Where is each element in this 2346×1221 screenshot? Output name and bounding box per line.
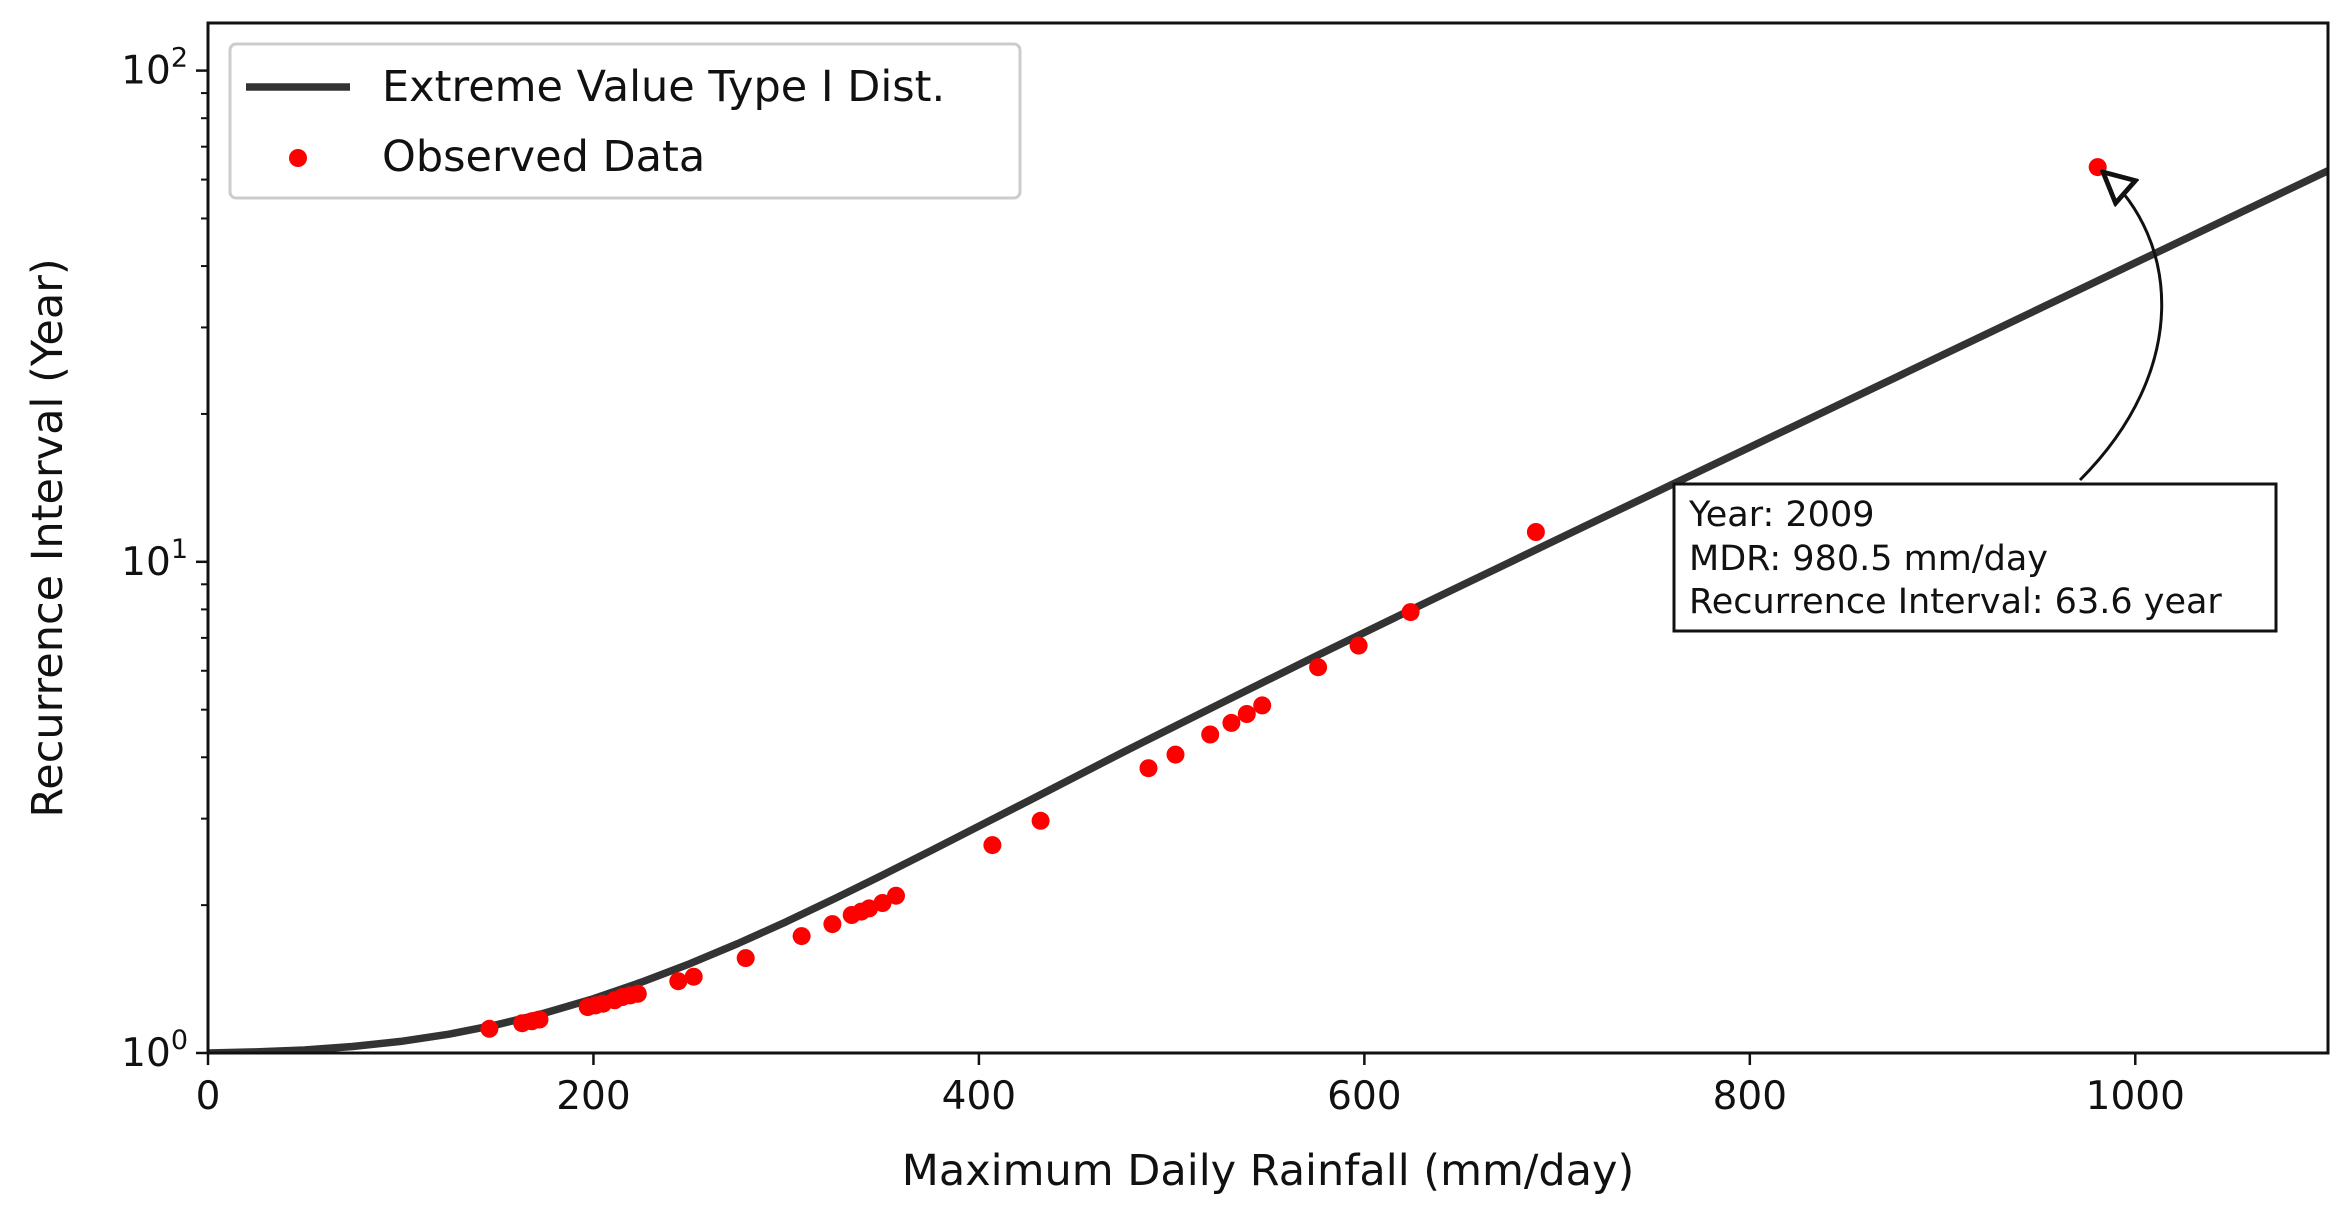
data-point (1526, 523, 1545, 541)
data-point (669, 972, 688, 991)
data-point (684, 967, 703, 986)
data-point (823, 915, 842, 934)
annotation: Year: 2009 MDR: 980.5 mm/day Recurrence … (1672, 172, 2278, 633)
legend-marker-swatch (289, 149, 307, 167)
data-point (1201, 725, 1220, 744)
data-point (887, 886, 905, 905)
legend: Extreme Value Type I Dist. Observed Data (228, 42, 1022, 200)
data-point (1401, 603, 1420, 622)
data-point (1139, 759, 1158, 778)
legend-label-observed: Observed Data (382, 132, 705, 182)
annotation-year: Year: 2009 (1688, 495, 1874, 535)
annotation-box (1672, 482, 2278, 633)
x-axis-label: Maximum Daily Rainfall (mm/day) (902, 1146, 1634, 1196)
data-point (1253, 696, 1272, 715)
y-tick-label: 102 (121, 43, 188, 94)
legend-label-fit: Extreme Value Type I Dist. (382, 62, 945, 112)
annotation-recurrence: Recurrence Interval: 63.6 year (1689, 582, 2222, 622)
data-point (1349, 636, 1368, 655)
x-tick-label: 200 (556, 1074, 630, 1119)
data-point (1166, 745, 1185, 764)
y-tick-label: 101 (121, 534, 188, 585)
x-tick-label: 600 (1327, 1074, 1401, 1119)
data-point (873, 894, 892, 912)
y-tick-label: 100 (121, 1025, 188, 1076)
y-axis-ticks: 100 101 102 (121, 43, 208, 1076)
x-tick-label: 400 (942, 1074, 1016, 1119)
data-point (983, 836, 1002, 855)
plot-frame (206, 21, 2330, 1055)
observed-points (480, 158, 2107, 1038)
data-point (1309, 658, 1328, 677)
data-point (1031, 811, 1050, 830)
data-point (792, 927, 811, 946)
legend-box (228, 42, 1022, 200)
data-point (1222, 713, 1241, 732)
x-tick-label: 800 (1713, 1074, 1787, 1119)
x-axis-ticks: 0 200 400 600 800 1000 (196, 1053, 2185, 1119)
data-point (628, 984, 647, 1003)
x-tick-label: 0 (196, 1074, 221, 1119)
annotation-arrow (2078, 172, 2164, 482)
data-point (1237, 705, 1256, 723)
x-tick-label: 1000 (2086, 1074, 2185, 1119)
annotation-mdr: MDR: 980.5 mm/day (1689, 539, 2048, 579)
data-point (530, 1010, 549, 1029)
y-axis-label: Recurrence Interval (Year) (23, 258, 73, 817)
fit-curve-line (208, 166, 2328, 1053)
data-point (480, 1019, 499, 1038)
data-point (736, 949, 755, 968)
